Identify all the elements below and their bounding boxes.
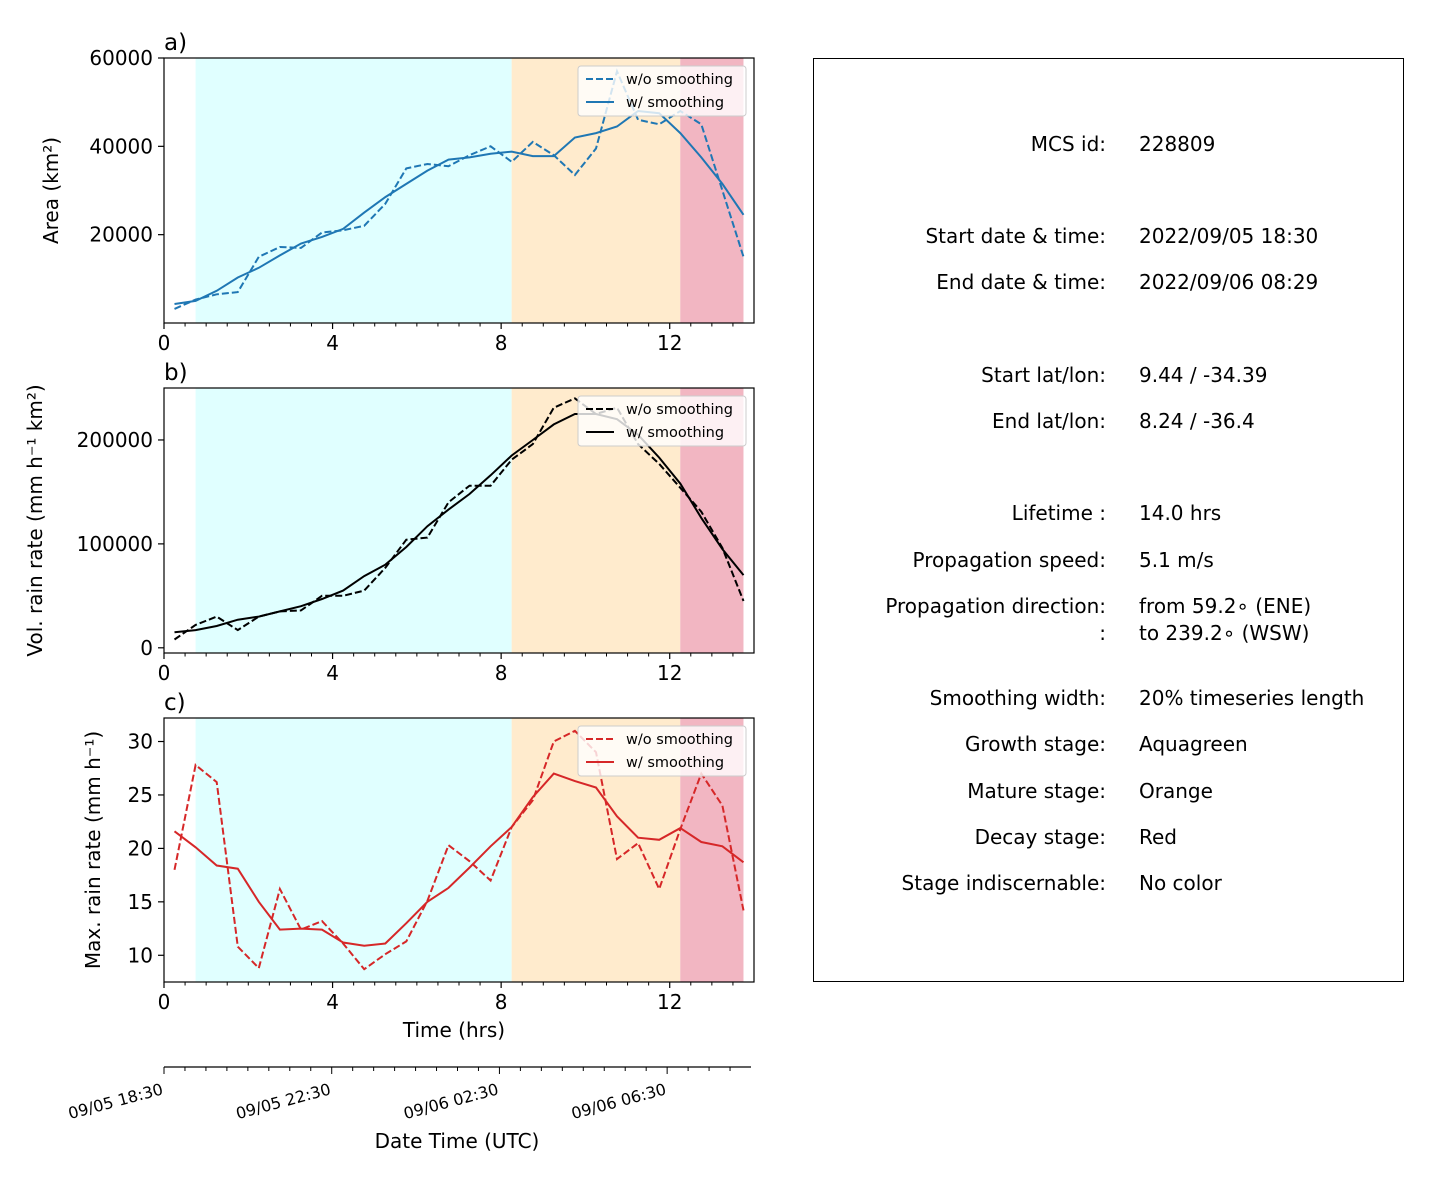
- panel-a-label: a): [164, 30, 187, 56]
- info-label-lifetime: Lifetime :: [1011, 501, 1106, 525]
- datetime-tick-label: 09/05 22:30: [234, 1080, 333, 1124]
- info-label-mcs-id: MCS id:: [1030, 132, 1106, 156]
- panel-b-line-raw: [173, 397, 745, 641]
- panel-a-xtick-label: 4: [326, 331, 339, 355]
- info-value-growth: Aquagreen: [1139, 732, 1248, 756]
- panel-a-ylabel: Area (km²): [39, 137, 63, 244]
- info-label-prop-direction-cont: :: [1099, 621, 1106, 645]
- panel-a-ytick-label: 40000: [89, 134, 153, 158]
- panel-c-line-raw: [173, 729, 745, 971]
- panel-c-legend: [577, 725, 747, 777]
- panel-c-ytick-label: 30: [128, 730, 153, 754]
- info-value-smoothing: 20% timeseries length: [1139, 686, 1365, 710]
- panel-c-line-smoothed: [173, 772, 745, 947]
- info-value-end-latlon: 8.24 / -36.4: [1139, 409, 1255, 433]
- info-value-mcs-id: 228809: [1139, 132, 1216, 156]
- info-value-prop-speed: 5.1 m/s: [1139, 548, 1214, 572]
- panel-b-ytick-label: 100000: [77, 532, 153, 556]
- info-value-lifetime: 14.0 hrs: [1139, 501, 1222, 525]
- datetime-tick-label: 09/06 02:30: [402, 1080, 501, 1124]
- panel-b-xtick-label: 12: [657, 661, 682, 685]
- panel-c-stage-aquagreen: [195, 718, 512, 982]
- info-label-decay: Decay stage:: [974, 825, 1106, 849]
- panel-c-legend-label: w/o smoothing: [626, 732, 733, 748]
- info-value-decay: Red: [1139, 825, 1177, 849]
- panel-b-ytick-label: 0: [140, 636, 153, 660]
- info-panel: MCS id: 228809 Start date & time: 2022/0…: [813, 58, 1404, 982]
- panel-b-xtick-label: 8: [495, 661, 508, 685]
- panel-c-xtick-label: 8: [495, 990, 508, 1014]
- panel-c-xtick-label: 4: [326, 990, 339, 1014]
- info-value-start-time: 2022/09/05 18:30: [1139, 224, 1319, 248]
- datetime-tick-label: 09/06 06:30: [569, 1080, 668, 1124]
- panel-c-ytick-label: 20: [128, 836, 153, 860]
- panel-a-ytick-label: 60000: [89, 46, 153, 70]
- panel-a-xtick-label: 12: [657, 331, 682, 355]
- panel-a-xtick-label: 8: [495, 331, 508, 355]
- panel-b-ylabel: Vol. rain rate (mm h⁻¹ km²): [23, 384, 47, 656]
- info-value-indiscernable: No color: [1139, 871, 1222, 895]
- info-label-start-latlon: Start lat/lon:: [981, 363, 1106, 387]
- panel-b-ytick-label: 200000: [77, 428, 153, 452]
- panel-c-ylabel: Max. rain rate (mm h⁻¹): [81, 731, 105, 969]
- panel-a-stage-aquagreen: [195, 58, 512, 323]
- panel-b-label: b): [164, 360, 188, 386]
- panel-a-line-raw: [174, 68, 745, 310]
- panel-a-legend: [577, 65, 747, 117]
- datetime-axis-label: Date Time (UTC): [375, 1129, 540, 1153]
- info-label-prop-speed: Propagation speed:: [912, 548, 1106, 572]
- info-value-end-time: 2022/09/06 08:29: [1139, 270, 1319, 294]
- panel-a-ytick-label: 20000: [89, 223, 153, 247]
- panel-b-legend-label: w/o smoothing: [626, 402, 733, 418]
- info-value-start-latlon: 9.44 / -34.39: [1139, 363, 1268, 387]
- info-value-prop-direction-to: to 239.2∘ (WSW): [1139, 621, 1310, 645]
- panel-b-xtick-label: 4: [326, 661, 339, 685]
- panel-b-legend: [577, 395, 747, 447]
- panel-c-xlabel: Time (hrs): [402, 1018, 505, 1042]
- panel-b-legend-label: w/ smoothing: [626, 425, 724, 441]
- info-label-prop-direction: Propagation direction:: [885, 594, 1106, 618]
- info-label-indiscernable: Stage indiscernable:: [901, 871, 1106, 895]
- panel-b-xtick-label: 0: [158, 661, 171, 685]
- panel-c-legend-label: w/ smoothing: [626, 755, 724, 771]
- info-label-start-time: Start date & time:: [925, 224, 1106, 248]
- panel-a-legend-label: w/o smoothing: [626, 72, 733, 88]
- panel-c-label: c): [164, 690, 186, 716]
- info-label-smoothing: Smoothing width:: [929, 686, 1106, 710]
- info-label-end-latlon: End lat/lon:: [992, 409, 1106, 433]
- panel-b-stage-aquagreen: [195, 388, 512, 653]
- panel-c-xtick-label: 12: [657, 990, 682, 1014]
- info-label-growth: Growth stage:: [964, 732, 1106, 756]
- panel-c-xtick-label: 0: [158, 990, 171, 1014]
- datetime-tick-label: 09/05 18:30: [66, 1080, 165, 1124]
- info-label-mature: Mature stage:: [967, 779, 1106, 803]
- panel-c-ytick-label: 15: [128, 890, 153, 914]
- panel-c-ytick-label: 10: [128, 943, 153, 967]
- panel-a-xtick-label: 0: [158, 331, 171, 355]
- panel-c-ytick-label: 25: [128, 783, 153, 807]
- info-value-mature: Orange: [1139, 779, 1213, 803]
- info-value-prop-direction-from: from 59.2∘ (ENE): [1139, 594, 1312, 618]
- info-label-end-time: End date & time:: [936, 270, 1106, 294]
- panel-a-legend-label: w/ smoothing: [626, 95, 724, 111]
